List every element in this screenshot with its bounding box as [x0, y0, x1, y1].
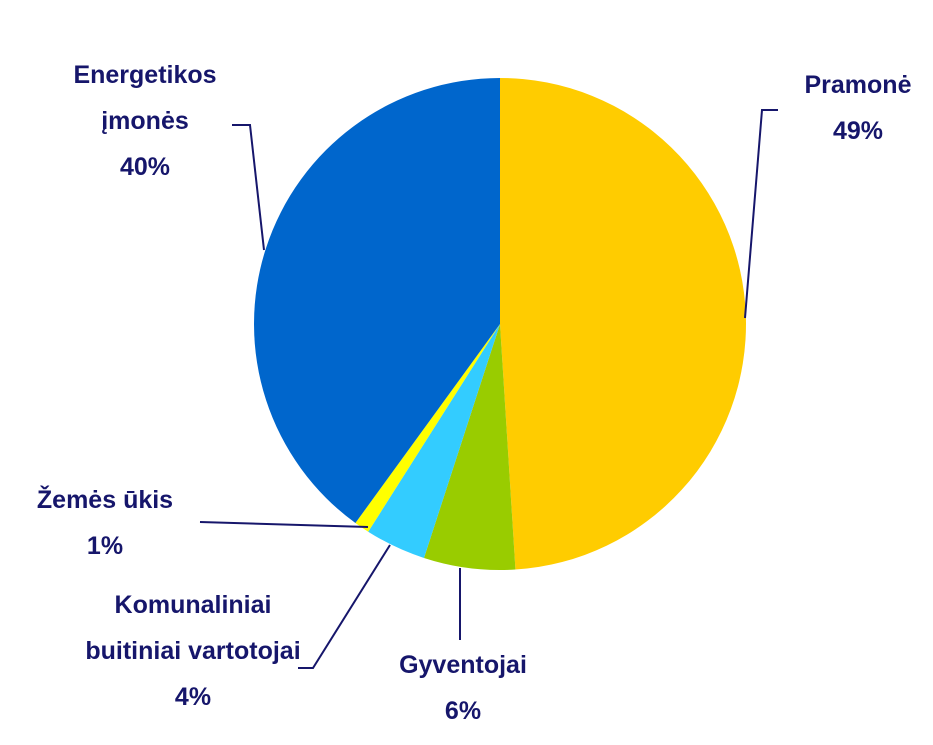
slice-label: Žemės ūkis 1%: [5, 477, 205, 569]
value-label: 4%: [174, 683, 212, 711]
category-label: Gyventojai: [399, 651, 527, 679]
slice-label: Pramonė 49%: [758, 62, 933, 154]
value-label: 40%: [119, 153, 171, 181]
pie-slice: [253, 77, 500, 524]
slice-label: Gyventojai 6%: [363, 642, 563, 734]
leader-line: [744, 109, 778, 319]
category-label: Žemės ūkis: [36, 486, 174, 514]
pie-slice: [368, 324, 500, 558]
leader-line: [199, 521, 369, 528]
value-label: 6%: [444, 697, 482, 725]
category-label: Pramonė: [804, 71, 912, 99]
pie-slice: [500, 78, 747, 570]
value-label: 49%: [832, 117, 884, 145]
slice-label: Komunaliniai buitiniai vartotojai 4%: [78, 582, 308, 720]
leader-line: [232, 124, 265, 251]
pie-slice: [423, 324, 516, 570]
slice-label: Energetikos įmonės 40%: [30, 52, 260, 190]
category-label: Komunaliniai buitiniai vartotojai: [85, 591, 301, 665]
pie-slice: [355, 324, 500, 532]
category-label: Energetikos įmonės: [73, 61, 217, 135]
value-label: 1%: [86, 532, 124, 560]
leader-line: [298, 544, 391, 669]
